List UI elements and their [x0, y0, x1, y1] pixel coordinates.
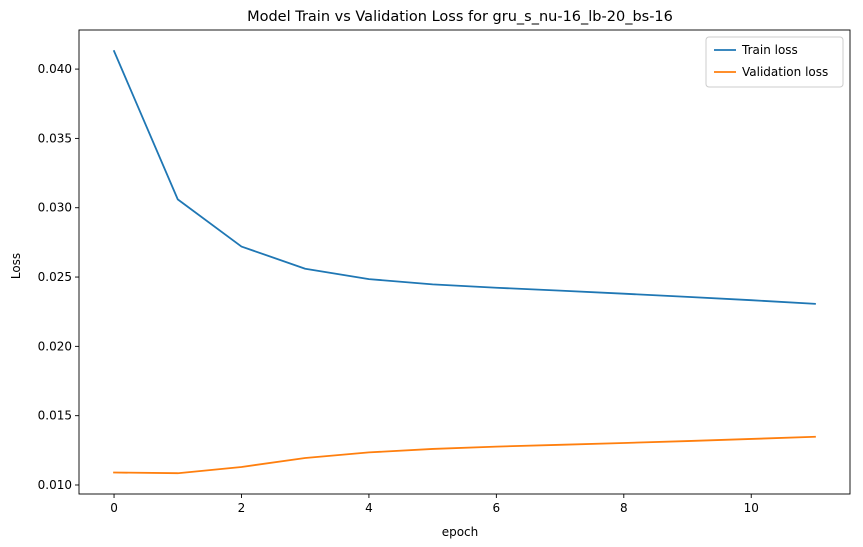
x-tick-label: 6 [493, 501, 501, 515]
x-tick-label: 2 [238, 501, 246, 515]
y-tick-label: 0.020 [38, 339, 72, 353]
legend-label: Validation loss [742, 65, 828, 79]
x-tick-label: 4 [365, 501, 373, 515]
series-line-train-loss [112, 49, 816, 305]
x-tick-label: 8 [620, 501, 628, 515]
x-tick-label: 10 [744, 501, 759, 515]
axes-frame [78, 29, 851, 495]
series-line-validation-loss [113, 435, 816, 475]
chart-title: Model Train vs Validation Loss for gru_s… [247, 9, 673, 25]
legend-box [705, 36, 844, 88]
y-tick-label: 0.040 [38, 62, 72, 76]
y-tick-label: 0.010 [38, 478, 72, 492]
y-tick-label: 0.035 [38, 131, 72, 145]
x-tick-label: 0 [110, 501, 118, 515]
plot-area: 0 2 4 6 8 10 0.010 0.015 0.020 0.025 0.030 0.035 0.0… [38, 29, 851, 515]
x-axis-label: epoch [442, 525, 479, 539]
y-tick-label: 0.025 [38, 270, 72, 284]
legend-label: Train loss [741, 43, 798, 57]
y-tick-label: 0.030 [38, 201, 72, 215]
y-tick-label: 0.015 [38, 409, 72, 423]
y-axis-label: Loss [9, 253, 23, 279]
